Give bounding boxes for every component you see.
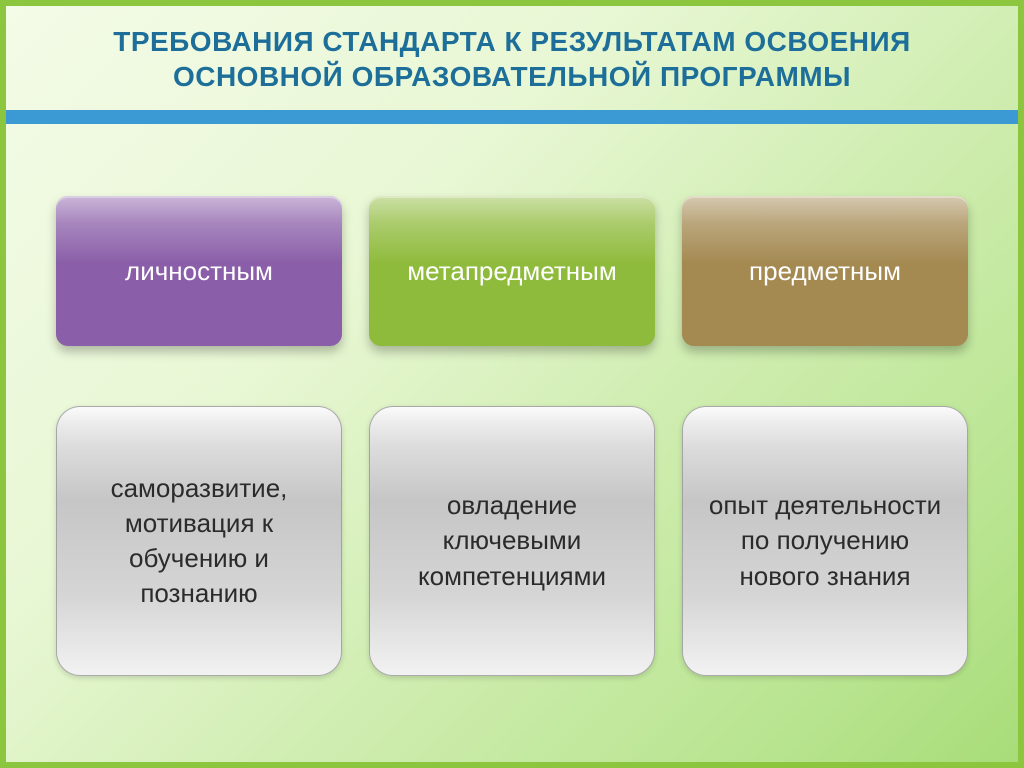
body-text-3: опыт деятельности по получению нового зн… [707, 488, 943, 593]
header-label-3: предметным [749, 256, 901, 287]
body-text-1: саморазвитие, мотивация к обучению и поз… [81, 471, 317, 611]
divider-bar [6, 110, 1018, 124]
page-title: ТРЕБОВАНИЯ СТАНДАРТА К РЕЗУЛЬТАТАМ ОСВОЕ… [36, 24, 988, 94]
body-text-2: овладение ключевыми компетенциями [394, 488, 630, 593]
header-card-3: предметным [682, 196, 968, 346]
body-card-2: овладение ключевыми компетенциями [369, 406, 655, 676]
header-card-2: метапредметным [369, 196, 655, 346]
header-card-1: личностным [56, 196, 342, 346]
header-label-1: личностным [125, 256, 273, 287]
column-3: предметным опыт деятельности по получени… [682, 196, 968, 676]
column-1: личностным саморазвитие, мотивация к обу… [56, 196, 342, 676]
title-block: ТРЕБОВАНИЯ СТАНДАРТА К РЕЗУЛЬТАТАМ ОСВОЕ… [6, 6, 1018, 104]
column-2: метапредметным овладение ключевыми компе… [369, 196, 655, 676]
header-label-2: метапредметным [407, 256, 616, 287]
columns-row: личностным саморазвитие, мотивация к обу… [56, 196, 968, 676]
body-card-3: опыт деятельности по получению нового зн… [682, 406, 968, 676]
body-card-1: саморазвитие, мотивация к обучению и поз… [56, 406, 342, 676]
